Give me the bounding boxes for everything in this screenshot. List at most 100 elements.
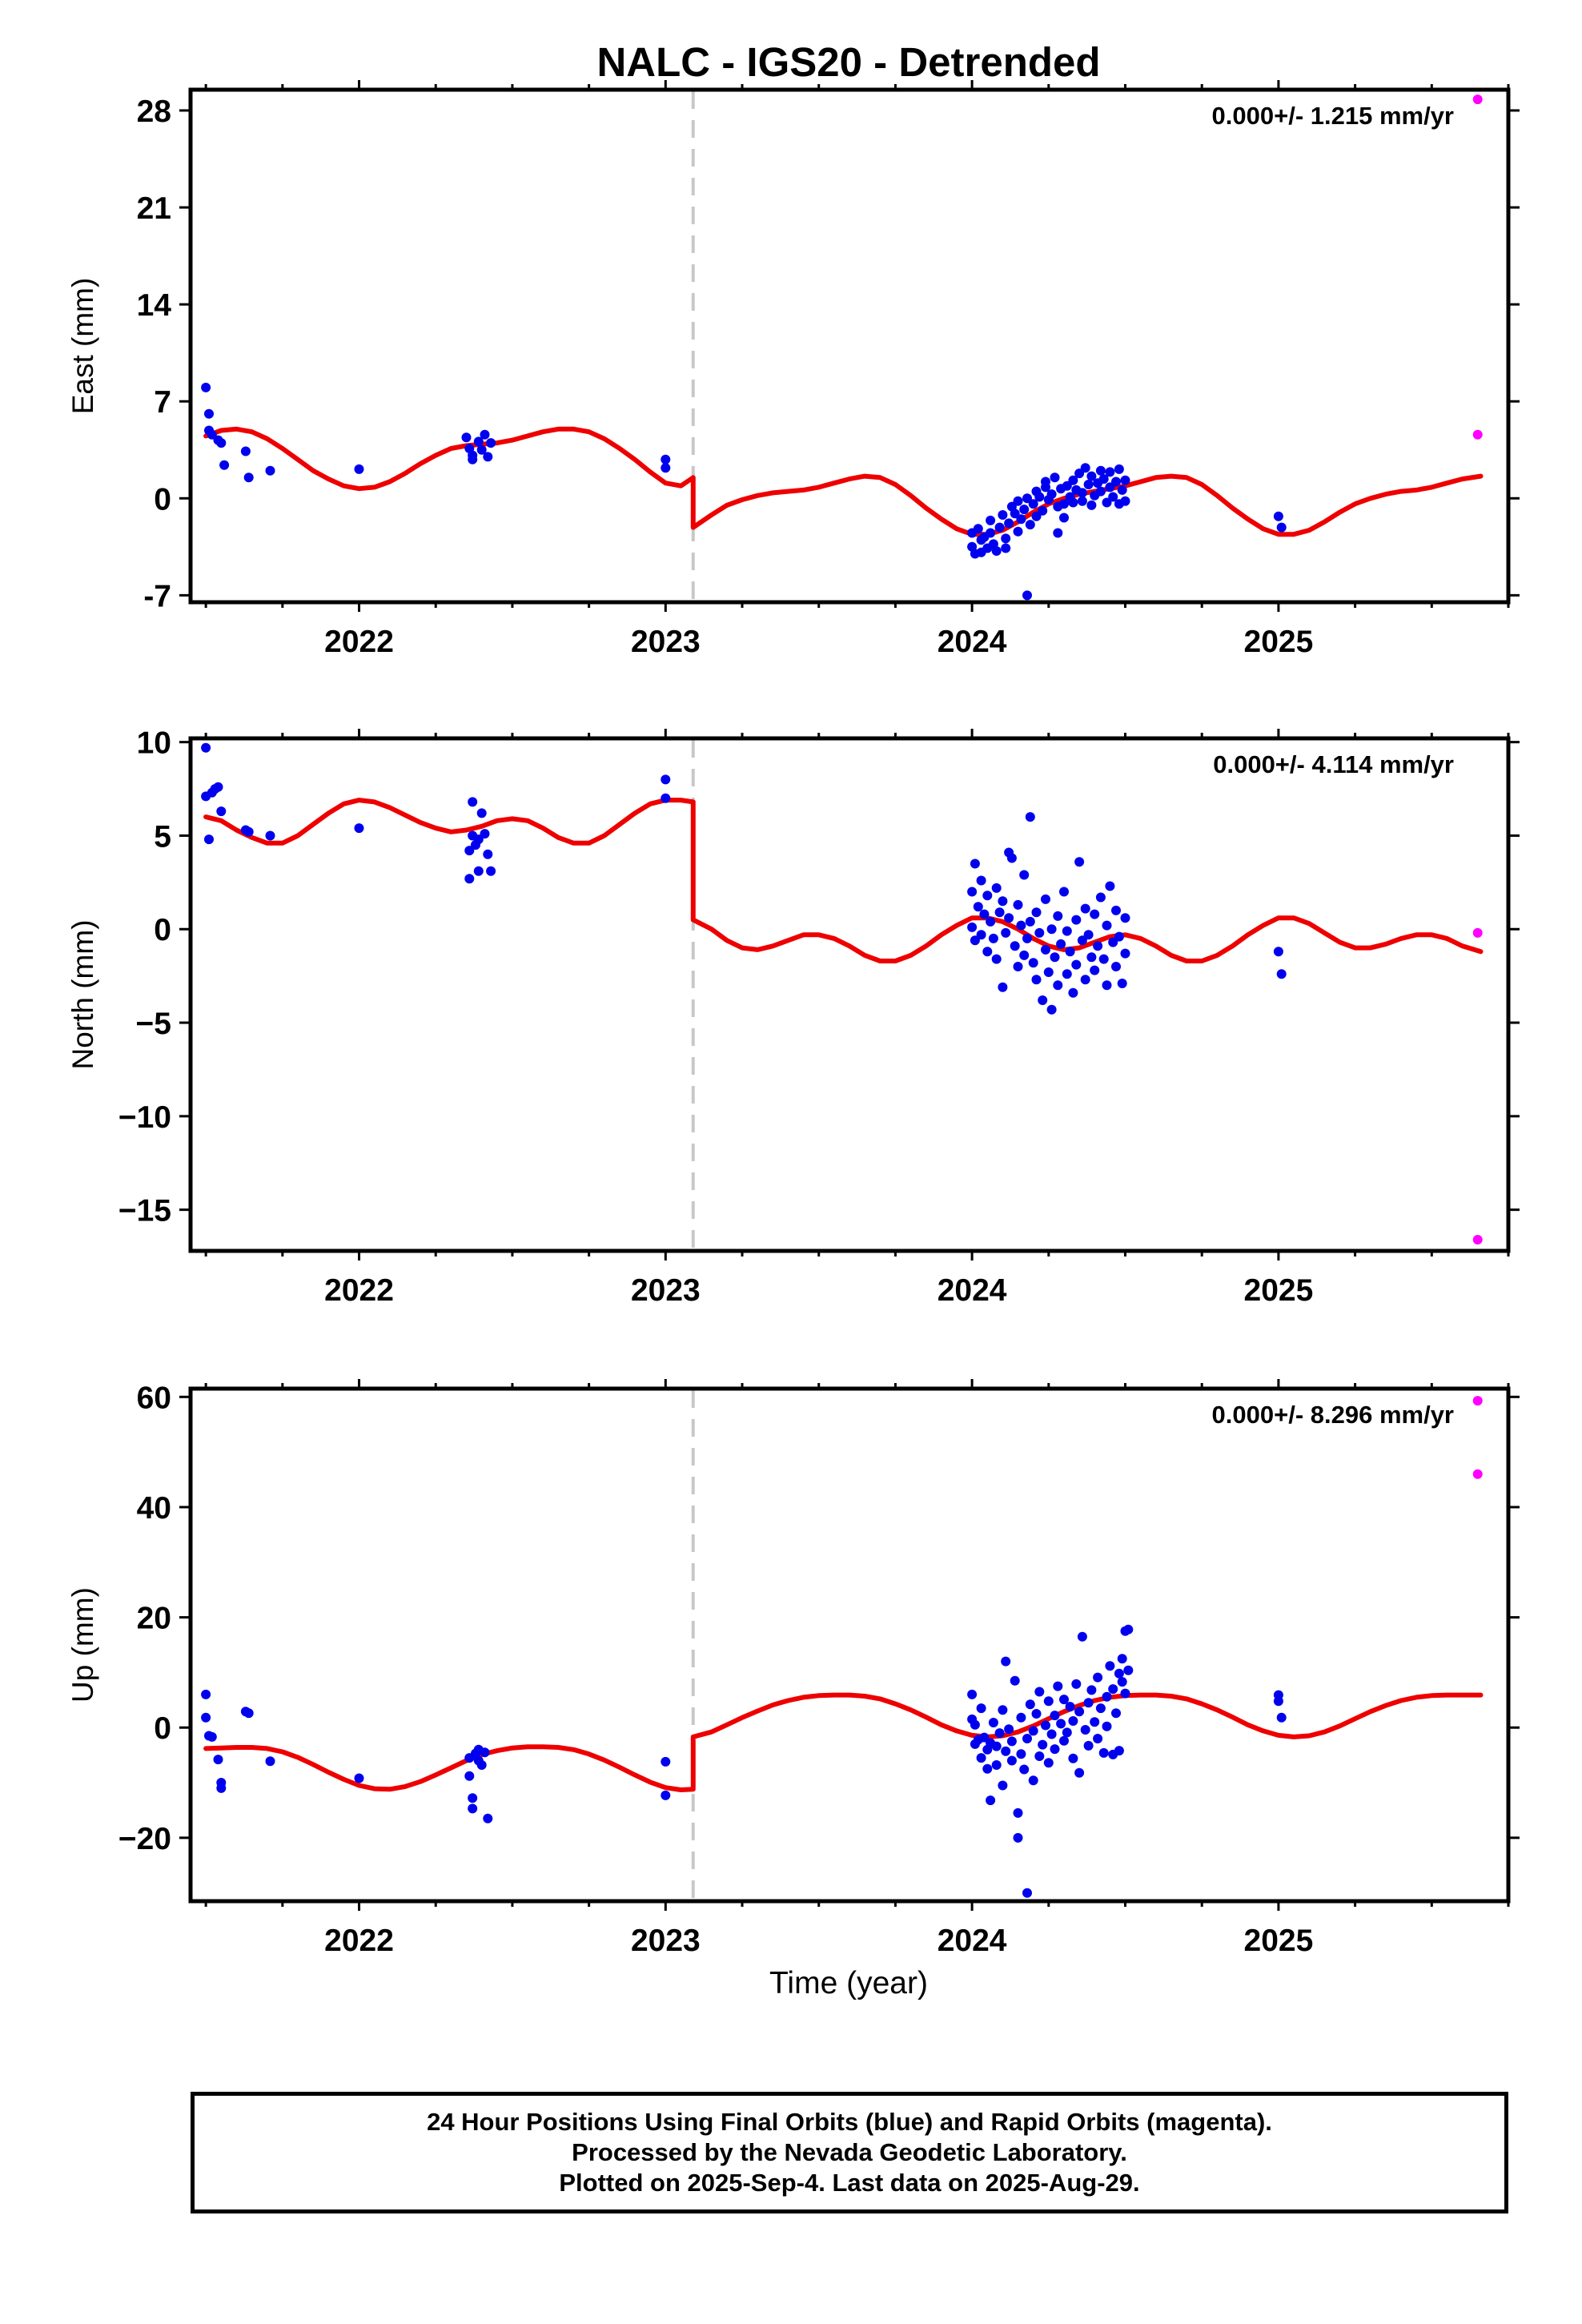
final-orbit-point (1120, 1688, 1130, 1699)
final-orbit-point (1077, 496, 1087, 506)
final-orbit-point (1098, 474, 1109, 485)
final-orbit-point (204, 408, 214, 419)
x-tick-label: 2023 (631, 1924, 701, 1958)
final-orbit-point (1019, 505, 1030, 515)
final-orbit-point (661, 774, 671, 785)
final-orbit-point (1077, 488, 1087, 498)
final-orbit-point (1111, 476, 1121, 487)
final-orbit-point (213, 1755, 223, 1765)
final-orbit-point (1050, 1744, 1060, 1755)
final-orbit-point (1117, 485, 1127, 495)
final-orbit-point (354, 823, 364, 834)
rapid-orbit-point (1472, 429, 1483, 440)
final-orbit-point (468, 1803, 478, 1814)
final-orbit-point (1031, 975, 1042, 985)
final-orbit-point (1001, 533, 1011, 544)
final-orbit-point (661, 463, 671, 473)
final-orbit-point (986, 1795, 996, 1806)
final-orbit-point (1086, 952, 1097, 963)
final-orbit-point (1028, 958, 1038, 968)
final-orbit-point (994, 907, 1005, 918)
final-orbit-point (265, 465, 275, 476)
final-orbit-point (1038, 505, 1048, 516)
final-orbit-point (1022, 1888, 1032, 1898)
x-tick-label: 2025 (1244, 1924, 1314, 1958)
y-tick-label: 0 (154, 482, 171, 517)
final-orbit-point (1041, 894, 1050, 904)
final-orbit-point (1013, 899, 1023, 910)
final-orbit-point (1010, 509, 1020, 519)
final-orbit-point (1034, 1751, 1045, 1761)
final-orbit-point (1093, 1734, 1103, 1743)
final-orbit-point (1038, 1739, 1048, 1750)
final-orbit-point (970, 1719, 980, 1730)
final-orbit-point (1117, 979, 1127, 988)
final-orbit-point (1068, 1716, 1078, 1726)
final-orbit-point (1059, 513, 1069, 523)
final-orbit-point (1120, 913, 1130, 923)
final-orbit-point (1273, 511, 1283, 521)
panel-frame (188, 87, 1511, 605)
final-orbit-point (1117, 1677, 1127, 1687)
final-orbit-point (354, 464, 364, 474)
final-orbit-point (1090, 965, 1100, 975)
final-orbit-point (1043, 1696, 1054, 1707)
final-orbit-point (1006, 853, 1017, 863)
final-orbit-point (1108, 937, 1118, 947)
y-tick-label: 20 (137, 1602, 171, 1636)
final-orbit-point (1120, 496, 1130, 506)
final-orbit-point (1102, 920, 1112, 931)
final-orbit-point (1031, 907, 1042, 918)
final-orbit-point (480, 1747, 490, 1758)
final-orbit-point (991, 546, 1002, 556)
final-orbit-point (1006, 1755, 1017, 1766)
x-tick-label: 2022 (324, 1273, 394, 1308)
y-tick-label: 5 (154, 819, 171, 854)
final-orbit-point (1077, 1631, 1087, 1642)
final-orbit-point (1111, 962, 1121, 971)
final-orbit-point (1013, 526, 1023, 537)
final-orbit-point (468, 797, 478, 807)
final-orbit-point (982, 1763, 993, 1774)
final-orbit-point (1016, 514, 1026, 525)
rapid-orbit-point (1472, 1235, 1483, 1244)
final-orbit-point (1074, 1767, 1085, 1778)
final-orbit-point (1053, 528, 1063, 538)
final-orbit-point (1071, 959, 1082, 970)
final-orbit-point (661, 793, 671, 803)
final-orbit-point (1016, 920, 1026, 931)
final-orbit-point (243, 472, 254, 483)
final-orbit-point (1001, 1746, 1011, 1756)
y-tick-label: 28 (137, 94, 171, 129)
final-orbit-point (1056, 1719, 1066, 1729)
final-orbit-point (464, 874, 475, 884)
final-orbit-point (1034, 927, 1045, 938)
final-orbit-point (1010, 1675, 1020, 1686)
final-orbit-point (1034, 492, 1045, 502)
final-orbit-point (1095, 892, 1106, 903)
final-orbit-point (1001, 927, 1011, 938)
final-orbit-point (1041, 1720, 1050, 1731)
y-tick-label: 60 (137, 1381, 171, 1415)
final-orbit-point (207, 1731, 217, 1742)
final-orbit-point (1114, 1668, 1124, 1679)
final-orbit-point (219, 460, 230, 470)
final-orbit-point (1065, 947, 1075, 957)
final-orbit-point (213, 782, 223, 792)
final-orbit-point (979, 1732, 990, 1743)
final-orbit-point (988, 1718, 998, 1727)
rapid-orbit-point (1472, 927, 1483, 938)
final-orbit-point (1059, 499, 1069, 509)
final-orbit-point (207, 429, 217, 440)
y-tick-label: 10 (137, 726, 171, 761)
final-orbit-point (1080, 1725, 1090, 1735)
panel-north: 2022 2023 2024 2025 −15 −10 −5 0 5 10 North (mm) 0.… (66, 726, 1520, 1308)
final-orbit-point (1034, 1687, 1045, 1697)
x-tick-label: 2024 (938, 625, 1007, 659)
final-orbit-point (201, 742, 211, 753)
final-orbit-point (1028, 499, 1038, 509)
final-orbit-point (970, 935, 980, 946)
final-orbit-point (473, 436, 484, 447)
final-orbit-point (991, 954, 1002, 964)
